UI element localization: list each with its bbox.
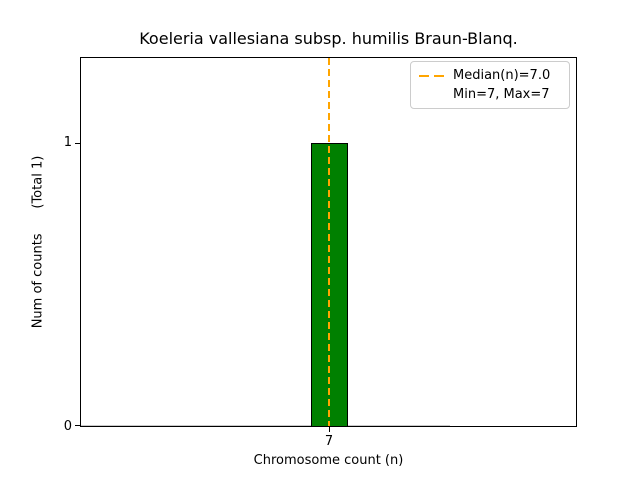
legend: Median(n)=7.0 Min=7, Max=7 (410, 61, 570, 109)
y-tick-mark-0 (75, 425, 80, 426)
chart-title: Koeleria vallesiana subsp. humilis Braun… (139, 29, 518, 48)
legend-entry-minmax: Min=7, Max=7 (419, 85, 561, 104)
zero-height-bins-line (81, 425, 450, 426)
legend-label-minmax: Min=7, Max=7 (453, 87, 550, 102)
legend-label-median: Median(n)=7.0 (453, 68, 551, 83)
x-tick-label-7: 7 (324, 434, 334, 449)
y-tick-label-1: 1 (63, 135, 72, 150)
y-tick-label-0: 0 (63, 419, 72, 434)
x-axis-label: Chromosome count (n) (253, 453, 404, 468)
x-tick-mark-7 (329, 427, 330, 432)
median-line (328, 58, 330, 426)
legend-entry-median: Median(n)=7.0 (419, 66, 561, 85)
y-axis-label: Num of counts (Total 1) (30, 155, 46, 329)
orange-dashed-line-icon (419, 74, 445, 77)
y-tick-mark-1 (75, 143, 80, 144)
empty-legend-handle (419, 94, 445, 96)
plot-area (75, 57, 577, 432)
